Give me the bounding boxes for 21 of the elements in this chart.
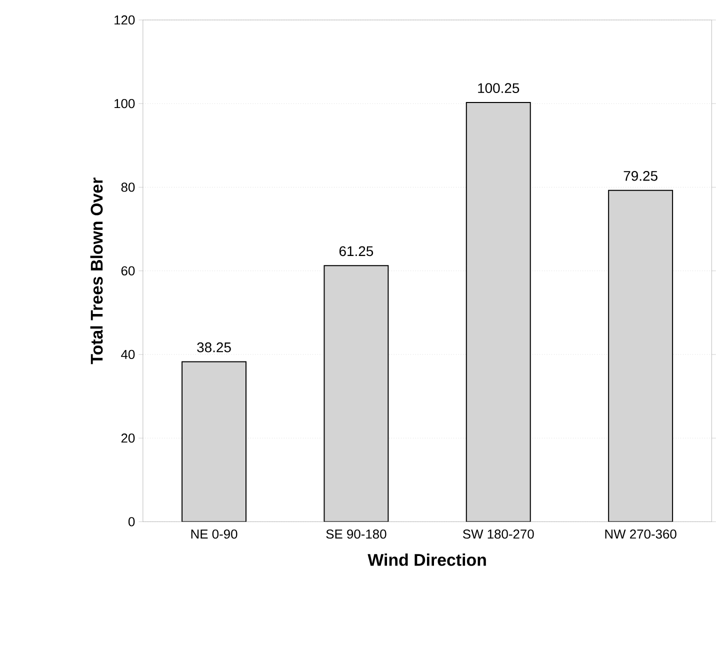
- y-tick-label: 120: [114, 16, 135, 25]
- y-tick-label: 0: [128, 517, 135, 526]
- x-axis-title: Wind Direction: [368, 554, 486, 566]
- y-tick-label: 100: [114, 99, 135, 108]
- bar: [466, 102, 531, 522]
- x-tick-label: NW 270-360: [605, 530, 676, 539]
- y-tick-label: 60: [121, 266, 135, 276]
- bar: [608, 190, 674, 522]
- y-tick-label: 20: [121, 434, 135, 443]
- x-tick-label: SE 90-180: [326, 530, 386, 539]
- y-tick-label: 80: [121, 182, 135, 192]
- data-label: 38.25: [197, 342, 231, 352]
- data-label: 61.25: [339, 246, 374, 256]
- bar: [324, 265, 389, 522]
- data-label: 100.25: [478, 83, 520, 94]
- data-label: 79.25: [624, 171, 658, 182]
- bar: [182, 361, 247, 522]
- x-tick-label: SW 180-270: [463, 530, 534, 539]
- y-tick-label: 40: [121, 350, 135, 360]
- x-tick-label: NE 0-90: [191, 530, 238, 539]
- y-axis-title: Total Trees Blown Over: [90, 178, 103, 364]
